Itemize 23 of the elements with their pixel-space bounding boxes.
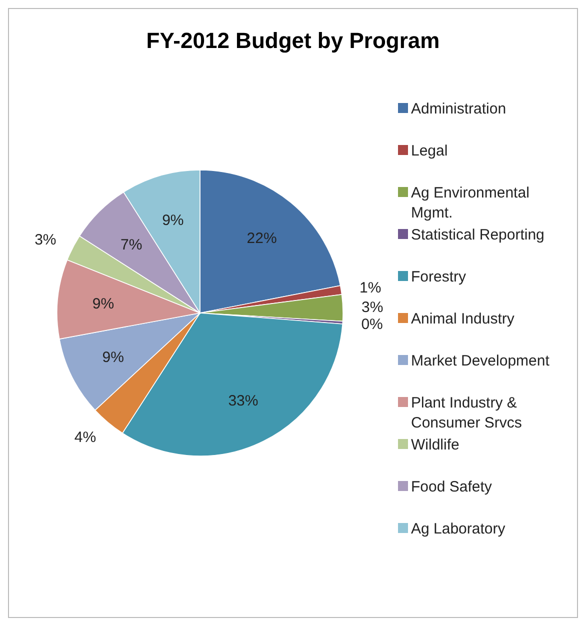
legend-label: Market Development [411,352,550,370]
data-label: 9% [162,212,184,229]
data-label: 7% [120,236,142,254]
legend-label: Ag Environmental Mgmt. [411,184,530,222]
legend-label: Statistical Reporting [411,226,544,244]
data-label: 9% [102,348,124,366]
data-label: 1% [359,279,382,296]
legend-label: Ag Laboratory [411,520,506,538]
data-label: 0% [361,316,383,334]
data-label: 9% [92,296,114,313]
legend-label: Animal Industry [411,310,515,328]
data-label: 33% [228,392,258,410]
legend-label: Wildlife [411,436,460,454]
data-label: 3% [361,299,384,316]
legend-label: Legal [411,142,448,160]
data-label: 3% [34,231,56,248]
legend-label: Food Safety [411,478,492,496]
legend-label: Administration [411,100,506,118]
data-label: 22% [246,230,277,248]
legend-label: Plant Industry & Consumer Srvcs [411,394,522,432]
chart-title: FY-2012 Budget by Program [146,28,440,53]
data-label: 4% [74,429,96,446]
legend-label: Forestry [411,268,467,286]
